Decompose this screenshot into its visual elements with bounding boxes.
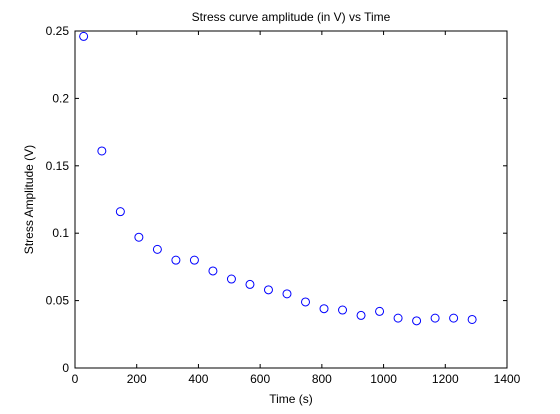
data-point: [430, 313, 440, 323]
y-tick-label: 0.1: [52, 226, 69, 240]
y-tick-label: 0.2: [52, 91, 69, 105]
data-point: [319, 304, 329, 314]
data-point: [412, 316, 422, 326]
y-axis-label: Stress Amplitude (V): [22, 145, 36, 254]
data-point: [245, 279, 255, 289]
data-point: [189, 255, 199, 265]
data-point: [263, 285, 273, 295]
data-point: [393, 313, 403, 323]
data-point: [171, 255, 181, 265]
data-point: [467, 314, 477, 324]
data-points: [79, 31, 477, 326]
y-tick-label: 0: [62, 361, 69, 375]
x-tick-label: 1400: [494, 372, 521, 386]
data-point: [115, 207, 125, 217]
chart-title: Stress curve amplitude (in V) vs Time: [192, 10, 391, 24]
x-tick-label: 1200: [432, 372, 459, 386]
data-point: [226, 274, 236, 284]
plot-area: [74, 30, 508, 369]
data-point: [79, 31, 89, 41]
y-tick-label: 0.25: [46, 24, 70, 38]
data-point: [152, 244, 162, 254]
x-axis-label: Time (s): [269, 392, 313, 406]
x-tick-label: 0: [72, 372, 79, 386]
data-point: [134, 232, 144, 242]
data-point: [97, 146, 107, 156]
data-point: [375, 306, 385, 316]
x-tick-label: 200: [127, 372, 147, 386]
x-tick-label: 1000: [370, 372, 397, 386]
data-point: [338, 305, 348, 315]
data-point: [356, 310, 366, 320]
x-tick-label: 600: [250, 372, 270, 386]
data-point: [208, 266, 218, 276]
axes-ticks: 0 200 400 600 800 1000 1200 1400 0 0.05 0.1 0.15 0.2…: [46, 24, 521, 386]
x-tick-label: 400: [188, 372, 208, 386]
data-point: [282, 289, 292, 299]
y-tick-label: 0.15: [46, 159, 70, 173]
data-point: [449, 313, 459, 323]
data-point: [301, 297, 311, 307]
x-tick-label: 800: [312, 372, 332, 386]
y-tick-label: 0.05: [46, 294, 70, 308]
